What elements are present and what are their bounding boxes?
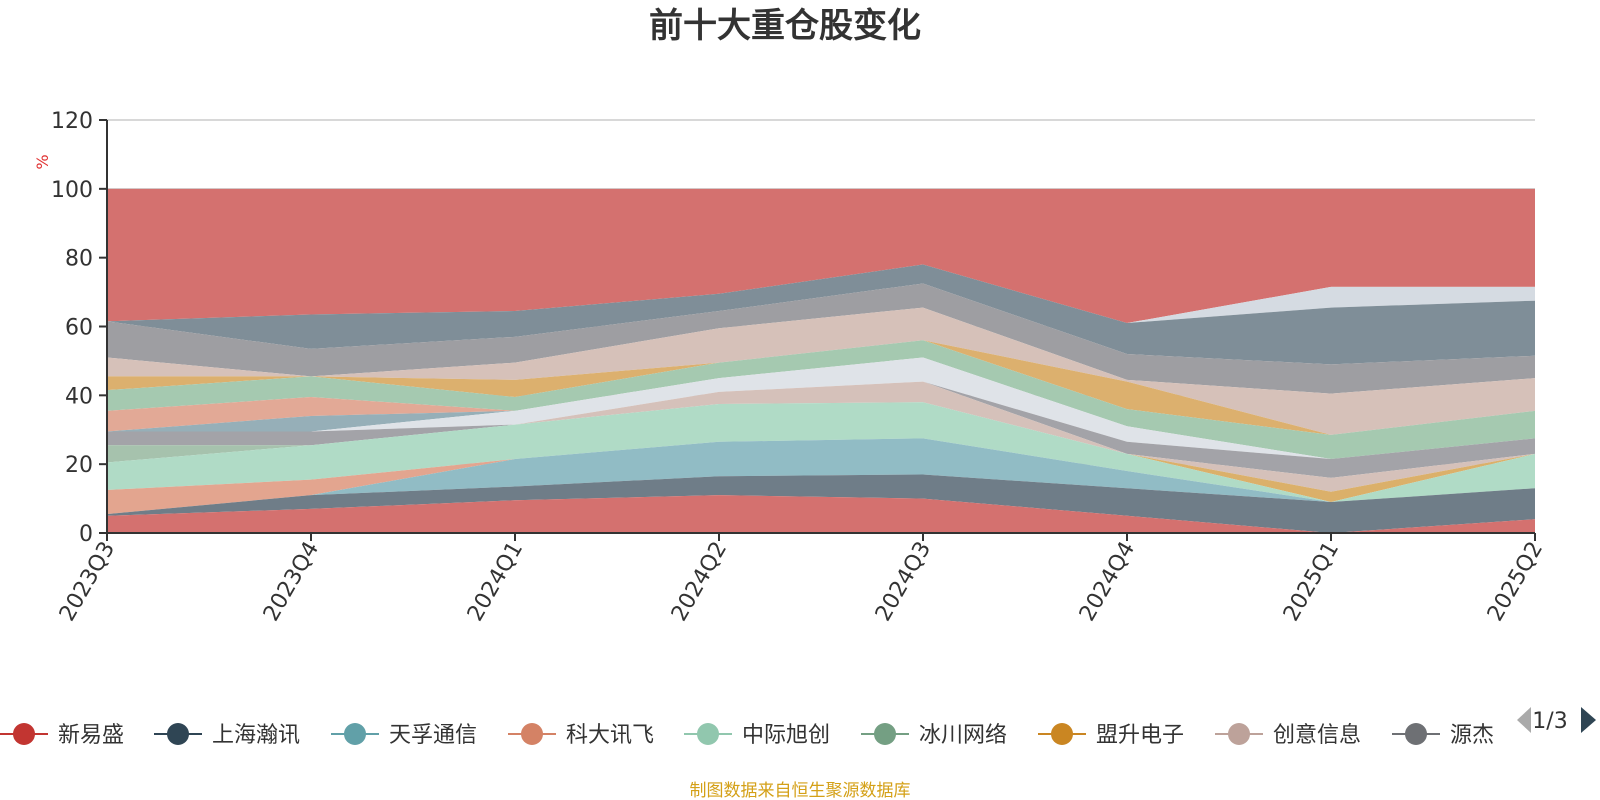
legend-marker [344,723,366,745]
legend-item[interactable]: 冰川网络 [861,723,1007,748]
legend-item[interactable]: 科大讯飞 [508,723,654,748]
legend-item[interactable]: 创意信息 [1215,723,1361,748]
legend-marker [521,723,543,745]
legend-label: 源杰 [1450,723,1494,748]
legend-item[interactable]: 源杰 [1392,723,1494,748]
y-tick-label: 20 [65,453,93,478]
chart-title: 前十大重仓股变化 [649,6,921,46]
legend-marker [13,723,35,745]
area-series-10 [107,357,1535,459]
legend-item[interactable]: 盟升电子 [1038,723,1184,748]
legend-marker [167,723,189,745]
x-tick-label: 2024Q2 [667,538,732,626]
x-tick-label: 2023Q3 [55,538,120,626]
area-series-12 [107,357,1535,459]
area-series-4 [107,438,1535,515]
area-series-17 [107,264,1535,365]
y-tick-label: 40 [65,384,93,409]
plot-area [107,119,1535,533]
legend-marker [697,723,719,745]
legend-next-icon[interactable] [1581,707,1596,733]
y-tick-label: 60 [65,316,93,341]
x-tick-label: 2025Q2 [1483,538,1548,626]
x-tick-label: 2024Q4 [1075,538,1140,626]
legend-label: 盟升电子 [1096,723,1184,748]
x-tick-label: 2024Q1 [463,538,528,626]
legend-label: 上海瀚讯 [212,723,300,748]
legend-marker [1405,723,1427,745]
y-tick-label: 0 [79,522,93,547]
y-tick-label: 100 [51,178,93,203]
legend-item[interactable]: 中际旭创 [684,723,830,748]
x-tick-label: 2025Q1 [1279,538,1344,626]
legend-label: 创意信息 [1273,723,1361,748]
legend-label: 冰川网络 [919,723,1007,748]
legend: 新易盛 上海瀚讯 天孚通信 科大讯飞 中际旭创 冰川网络 盟升电子 创意信息 源杰 [0,723,1494,748]
y-tick-label: 120 [51,109,93,134]
legend-item[interactable]: 新易盛 [0,723,124,748]
x-tick-label: 2024Q3 [871,538,936,626]
area-series-16 [107,283,1535,394]
area-series-1 [107,495,1535,533]
legend-label: 新易盛 [58,723,124,748]
y-tick-label: 80 [65,247,93,272]
legend-label: 科大讯飞 [566,723,654,748]
area-series-9 [107,381,1535,478]
area-series-19 [107,188,1535,324]
legend-marker [1228,723,1250,745]
legend-item[interactable]: 上海瀚讯 [154,723,300,748]
legend-page-indicator: 1/3 [1532,709,1567,734]
area-series-13 [107,340,1535,459]
legend-label: 天孚通信 [389,723,477,748]
legend-pager: 1/3 [1517,707,1596,734]
legend-marker [874,723,896,745]
area-series-14 [107,340,1535,435]
area-series-2 [107,474,1535,533]
legend-label: 中际旭创 [742,723,830,748]
x-tick-label: 2023Q4 [259,538,324,626]
source-note: 制图数据来自恒生聚源数据库 [690,781,911,800]
legend-prev-icon[interactable] [1517,707,1531,733]
area-series-3 [107,438,1535,515]
area-series-15 [107,307,1535,435]
area-series-5 [107,402,1535,503]
y-axis-unit: % [33,154,52,169]
legend-marker [1051,723,1073,745]
legend-item[interactable]: 天孚通信 [331,723,477,748]
